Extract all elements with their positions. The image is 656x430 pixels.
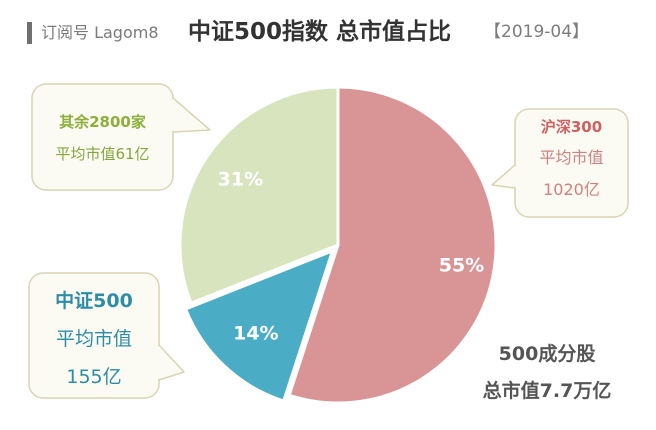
callout-pointer <box>172 97 211 133</box>
callout-title: 其余2800家 <box>59 113 146 131</box>
slice-value-label: 31% <box>218 169 263 191</box>
summary: 500成分股 总市值7.7万亿 <box>452 336 642 410</box>
callout-bubble <box>31 83 174 191</box>
chart-title: 中证500指数 总市值占比 <box>188 19 452 45</box>
brand-label: 订阅号 Lagom8 <box>41 23 159 42</box>
summary-line-2: 总市值7.7万亿 <box>482 380 612 402</box>
callout-text: 1020亿 <box>543 180 600 199</box>
pie-slice <box>183 248 335 403</box>
callout-title: 沪深300 <box>541 118 602 136</box>
callout-pointer <box>491 164 516 189</box>
callout-text: 平均市值 <box>56 328 132 350</box>
pie-slice <box>178 85 340 306</box>
summary-line-1: 500成分股 <box>498 343 596 365</box>
callout-bubble <box>514 108 629 218</box>
pie-slice <box>287 85 498 405</box>
callout-text: 平均市值61亿 <box>55 145 149 163</box>
slice-value-label: 14% <box>233 322 278 344</box>
callout-text: 平均市值 <box>539 148 603 167</box>
slice-value-label: 55% <box>439 255 484 277</box>
date-label: 【2019-04】 <box>484 22 590 42</box>
callout-text: 155亿 <box>66 366 121 388</box>
callout-title: 中证500 <box>55 289 133 312</box>
callout-pointer <box>158 344 185 381</box>
header: 订阅号 Lagom8 中证500指数 总市值占比 【2019-04】 <box>0 0 656 60</box>
callout-bubble <box>28 272 160 399</box>
brand-bar <box>27 22 32 44</box>
